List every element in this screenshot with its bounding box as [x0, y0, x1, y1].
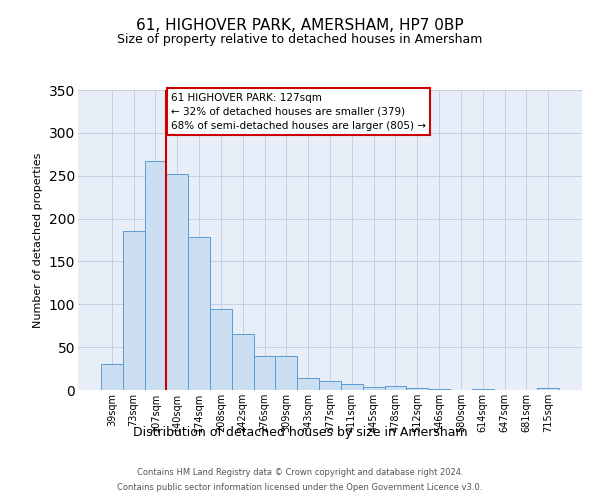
Text: 61 HIGHOVER PARK: 127sqm
← 32% of detached houses are smaller (379)
68% of semi-: 61 HIGHOVER PARK: 127sqm ← 32% of detach…	[171, 92, 426, 130]
Bar	[123, 230, 145, 390]
Bar	[341, 384, 363, 390]
Text: Size of property relative to detached houses in Amersham: Size of property relative to detached ho…	[118, 32, 482, 46]
Bar	[297, 378, 319, 390]
Y-axis label: Number of detached properties: Number of detached properties	[33, 152, 43, 328]
Bar	[254, 356, 275, 390]
Bar	[166, 174, 188, 390]
Text: 61, HIGHOVER PARK, AMERSHAM, HP7 0BP: 61, HIGHOVER PARK, AMERSHAM, HP7 0BP	[136, 18, 464, 32]
Bar	[472, 389, 494, 390]
Bar	[275, 356, 297, 390]
Text: Distribution of detached houses by size in Amersham: Distribution of detached houses by size …	[133, 426, 467, 439]
Bar	[101, 364, 123, 390]
Bar	[232, 334, 254, 390]
Bar	[428, 389, 450, 390]
Text: Contains HM Land Registry data © Crown copyright and database right 2024.: Contains HM Land Registry data © Crown c…	[137, 468, 463, 477]
Bar	[319, 382, 341, 390]
Bar	[406, 388, 428, 390]
Bar	[363, 388, 385, 390]
Bar	[145, 161, 166, 390]
Bar	[537, 388, 559, 390]
Text: Contains public sector information licensed under the Open Government Licence v3: Contains public sector information licen…	[118, 483, 482, 492]
Bar	[385, 386, 406, 390]
Bar	[188, 238, 210, 390]
Bar	[210, 308, 232, 390]
